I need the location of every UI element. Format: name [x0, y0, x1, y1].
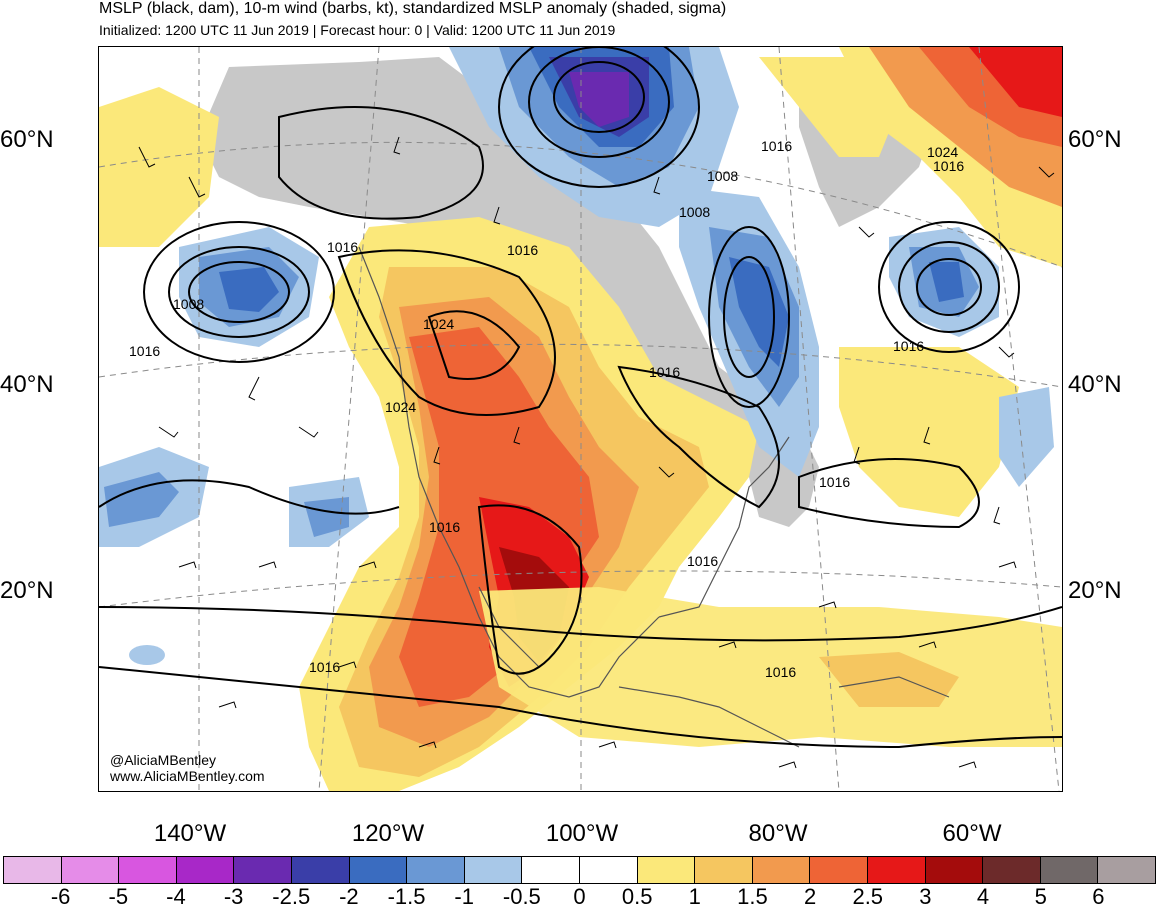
colorbar — [3, 856, 1156, 884]
colorbar-label: 1.5 — [737, 884, 768, 909]
colorbar-swatch — [119, 857, 177, 883]
anomaly-neg0.5-region — [999, 387, 1054, 487]
colorbar-label: -1 — [454, 884, 474, 909]
credit-handle: @AliciaMBentley — [110, 752, 217, 768]
colorbar-label: 3 — [919, 884, 932, 909]
isobar-label: 1016 — [429, 519, 460, 535]
colorbar-swatch — [291, 857, 350, 883]
anomaly-neg1.5-region — [219, 267, 279, 312]
colorbar-swatch — [464, 857, 523, 883]
colorbar-label: -1.5 — [387, 884, 426, 909]
isobar-label: 1024 — [927, 144, 958, 160]
isobar-label: 1008 — [173, 296, 204, 312]
weather-map: 1016 1008 1016 1016 1008 1008 1016 1024 … — [99, 47, 1062, 791]
colorbar-swatch — [407, 857, 465, 883]
lat-label-20n-left: 20°N — [0, 577, 54, 604]
map-panel: 1016 1008 1016 1016 1008 1008 1016 1024 … — [98, 46, 1063, 792]
colorbar-label: -0.5 — [502, 884, 541, 909]
colorbar-label: -4 — [166, 884, 186, 909]
anomaly-3-region — [969, 47, 1062, 117]
isobar-label: 1016 — [129, 343, 160, 359]
colorbar-label: 6 — [1092, 884, 1105, 909]
anomaly-neg1-region — [104, 472, 179, 527]
colorbar-swatch — [4, 857, 62, 883]
lat-label-60n-right: 60°N — [1068, 126, 1122, 153]
colorbar-label: 5 — [1034, 884, 1047, 909]
anomaly-1-region — [819, 652, 959, 707]
isobar-label: 1016 — [893, 338, 924, 354]
isobar-label: 1008 — [707, 168, 738, 184]
colorbar-label: 4 — [976, 884, 990, 909]
isobar-label: 1016 — [819, 474, 850, 490]
credit-url: www.AliciaMBentley.com — [110, 768, 265, 784]
lat-label-40n-right: 40°N — [1068, 371, 1122, 398]
anomaly-neg1.5-region — [729, 257, 789, 367]
colorbar-swatch — [867, 857, 926, 883]
colorbar-swatch — [752, 857, 811, 883]
colorbar-label: -2 — [339, 884, 359, 909]
isobar-label: 1016 — [649, 364, 680, 380]
isobar-label: 1016 — [309, 659, 340, 675]
lon-label-120w: 120°W — [351, 820, 425, 847]
colorbar-label: -5 — [108, 884, 129, 909]
lat-label-40n-left: 40°N — [0, 371, 54, 398]
colorbar-label: 2.5 — [852, 884, 884, 909]
colorbar-label: 1 — [688, 884, 701, 909]
anomaly-0.5-region — [839, 347, 1019, 517]
colorbar-label: -6 — [50, 884, 71, 909]
wind-barbs — [138, 136, 1055, 769]
colorbar-swatch — [810, 857, 868, 883]
anomaly-neg2.5-region — [569, 72, 629, 127]
colorbar-swatch — [983, 857, 1041, 883]
colorbar-swatch — [925, 857, 984, 883]
lat-label-60n-left: 60°N — [0, 126, 54, 153]
isobars — [99, 47, 1062, 749]
isobar-label: 1016 — [327, 239, 358, 255]
map-subtitle: Initialized: 1200 UTC 11 Jun 2019 | Fore… — [99, 22, 616, 38]
colorbar-swatch — [579, 857, 638, 883]
map-title: MSLP (black, dam), 10-m wind (barbs, kt)… — [99, 0, 727, 17]
isobar-label: 1016 — [761, 138, 792, 154]
colorbar-label: -3 — [223, 884, 244, 909]
lon-label-140w: 140°W — [153, 820, 227, 847]
lon-label-100w: 100°W — [545, 820, 619, 847]
colorbar-swatch — [349, 857, 408, 883]
colorbar-swatch — [522, 857, 580, 883]
colorbar-swatch — [176, 857, 235, 883]
isobar-label: 1024 — [385, 399, 416, 415]
isobar-label: 1016 — [687, 553, 718, 569]
colorbar-label: 0 — [573, 884, 586, 909]
isobar-label: 1016 — [507, 242, 538, 258]
colorbar-swatch — [1098, 857, 1155, 883]
anomaly-neg1.5-region — [929, 262, 964, 302]
colorbar-swatch — [637, 857, 696, 883]
lon-label-60w: 60°W — [942, 820, 1002, 847]
isobar-label: 1016 — [933, 158, 964, 174]
lon-label-80w: 80°W — [748, 820, 808, 847]
anomaly-0.5-region — [99, 87, 219, 247]
colorbar-label: 2 — [803, 884, 817, 909]
colorbar-swatch — [61, 857, 120, 883]
isobar-label: 1008 — [679, 204, 710, 220]
anomaly-neg1-region — [304, 497, 349, 537]
isobar-label: 1024 — [423, 316, 454, 332]
land-gray-region — [199, 57, 819, 527]
isobar-labels: 1016 1008 1016 1016 1008 1008 1016 1024 … — [129, 138, 964, 680]
isobar-label: 1016 — [765, 664, 796, 680]
colorbar-label: -2.5 — [272, 884, 311, 909]
coastlines — [358, 246, 950, 748]
lat-label-20n-right: 20°N — [1068, 577, 1122, 604]
graticule — [99, 47, 1062, 791]
colorbar-swatch — [1040, 857, 1099, 883]
anomaly-neg0.5-region — [129, 645, 165, 665]
colorbar-swatch — [695, 857, 753, 883]
colorbar-swatch — [234, 857, 292, 883]
colorbar-label: 0.5 — [621, 884, 653, 909]
